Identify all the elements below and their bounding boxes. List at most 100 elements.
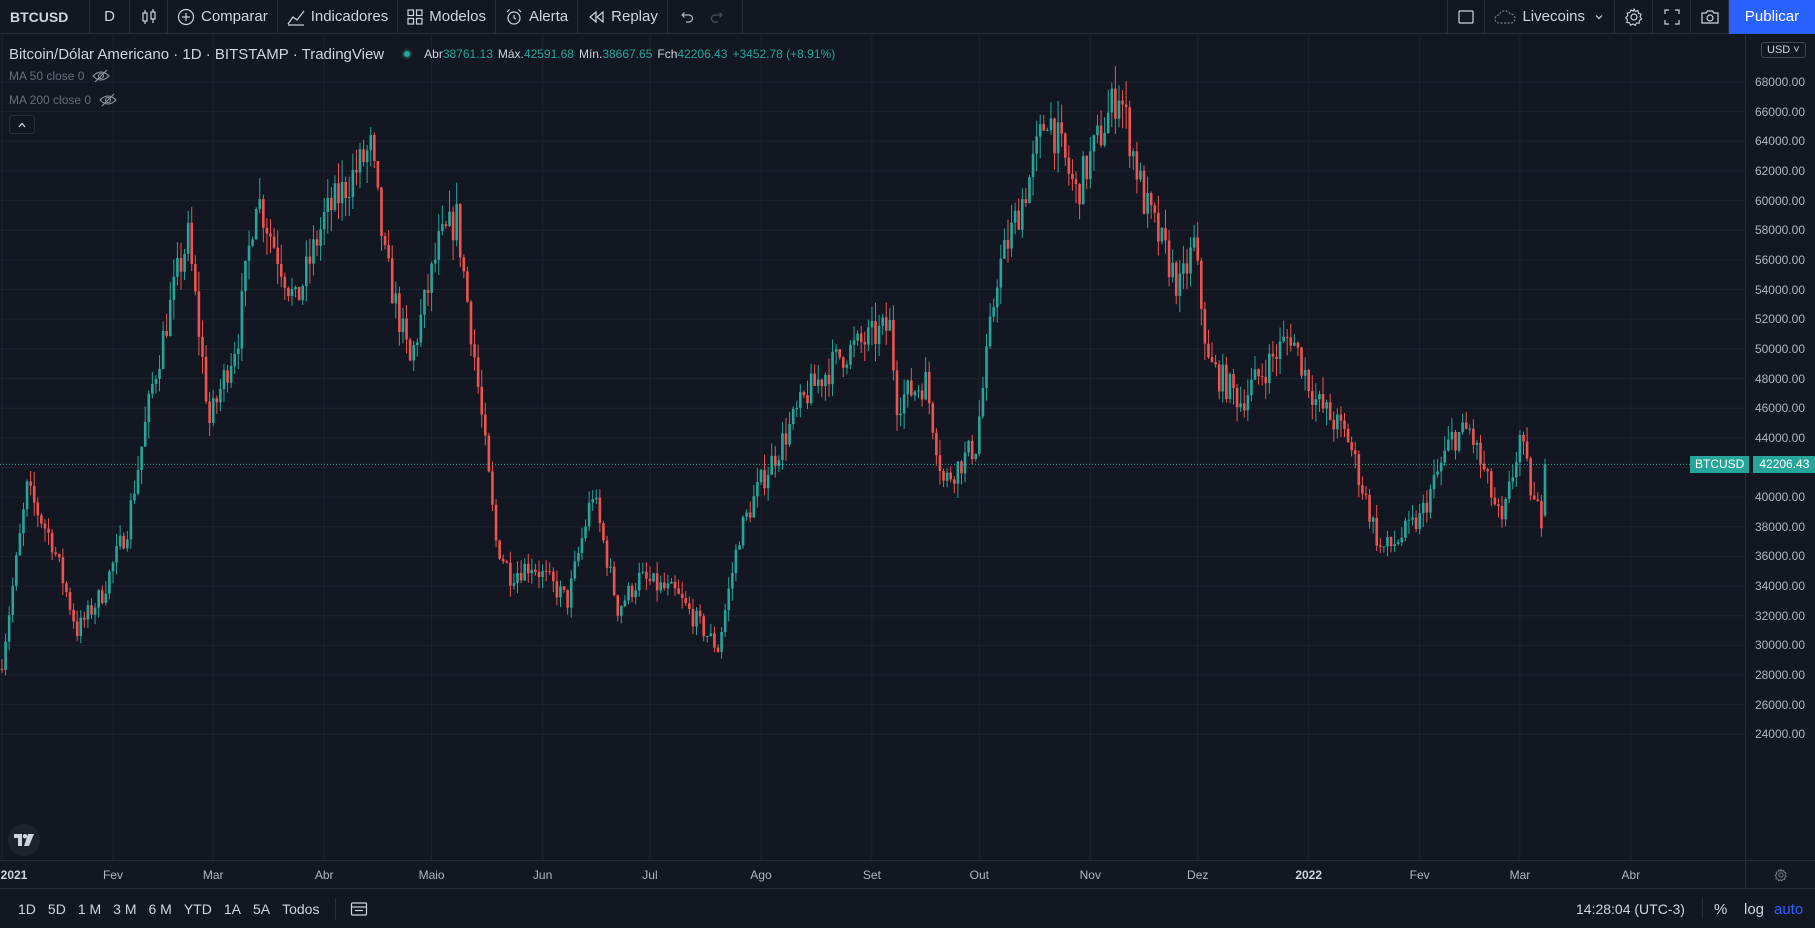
redo-icon[interactable] bbox=[710, 9, 726, 25]
candle-body bbox=[104, 593, 108, 603]
candle-body bbox=[1375, 517, 1379, 546]
calendar-range-icon[interactable] bbox=[350, 901, 368, 917]
range-button[interactable]: 1 M bbox=[77, 900, 102, 917]
candle-body bbox=[748, 512, 752, 518]
tradingview-logo[interactable] bbox=[8, 824, 40, 856]
candle-body bbox=[978, 416, 981, 454]
candle-body bbox=[663, 582, 666, 589]
interval-button[interactable]: D bbox=[90, 0, 130, 34]
candle-body bbox=[759, 469, 763, 483]
candle-body bbox=[1532, 495, 1536, 500]
candle-body bbox=[1364, 493, 1368, 495]
alert-button[interactable]: Alerta bbox=[496, 0, 579, 34]
range-button[interactable]: 5A bbox=[252, 900, 271, 917]
collapse-legend-button[interactable] bbox=[9, 115, 35, 134]
settings-button[interactable] bbox=[1615, 0, 1653, 34]
candle-body bbox=[194, 264, 197, 292]
candle-body bbox=[852, 340, 856, 345]
replay-button[interactable]: Replay bbox=[578, 0, 668, 34]
candle-body bbox=[1174, 262, 1178, 296]
square-icon bbox=[1458, 9, 1475, 24]
symbol-search-button[interactable]: BTCUSD bbox=[0, 0, 90, 34]
candle-body bbox=[641, 571, 645, 573]
candle-body bbox=[1063, 133, 1067, 158]
candle-body bbox=[29, 481, 32, 486]
templates-button[interactable]: Modelos bbox=[398, 0, 496, 34]
candle-body bbox=[1379, 545, 1382, 547]
range-button[interactable]: YTD bbox=[183, 900, 212, 917]
candle-body bbox=[25, 481, 29, 510]
ma200-legend[interactable]: MA 200 close 0 bbox=[9, 93, 117, 107]
timezone-clock[interactable]: 14:28:04 (UTC-3) bbox=[1576, 901, 1685, 917]
candle-body bbox=[294, 286, 297, 290]
candle-body bbox=[756, 482, 759, 497]
range-button[interactable]: 1A bbox=[223, 900, 241, 917]
candle-body bbox=[86, 605, 90, 620]
candle-body bbox=[731, 573, 734, 589]
indicators-button[interactable]: Indicadores bbox=[278, 0, 399, 34]
snapshot-button[interactable] bbox=[1691, 0, 1729, 34]
candle-body bbox=[1242, 403, 1246, 411]
auto-scale-toggle[interactable]: auto bbox=[1774, 901, 1804, 918]
market-status-dot[interactable] bbox=[402, 49, 413, 59]
candle-body bbox=[1540, 501, 1543, 529]
range-button[interactable]: 3 M bbox=[113, 900, 137, 917]
range-button[interactable]: 1D bbox=[18, 900, 36, 917]
price-tick: 50000.00 bbox=[1754, 341, 1805, 356]
candle-body bbox=[1157, 212, 1160, 242]
candle-body bbox=[1089, 151, 1092, 180]
candle-body bbox=[1310, 391, 1314, 406]
candle-body bbox=[501, 558, 505, 562]
fullscreen-button[interactable] bbox=[1653, 0, 1691, 34]
candle-body bbox=[236, 348, 240, 355]
candle-body bbox=[491, 471, 494, 505]
price-tick: 48000.00 bbox=[1754, 371, 1805, 386]
candle-body bbox=[1067, 157, 1071, 174]
price-axis[interactable]: 68000.00 66000.00 64000.00 62000.00 60000.00… bbox=[1745, 35, 1815, 860]
candle-body bbox=[927, 371, 931, 404]
candle-body bbox=[680, 593, 684, 599]
publish-button[interactable]: Publicar bbox=[1729, 0, 1815, 34]
log-scale-toggle[interactable]: log bbox=[1744, 901, 1765, 918]
layout-menu-button[interactable]: Livecoins bbox=[1485, 0, 1615, 34]
candle-body bbox=[458, 203, 462, 258]
range-button[interactable]: Todos bbox=[282, 900, 320, 917]
candle-body bbox=[290, 289, 294, 297]
candle-body bbox=[1343, 420, 1346, 429]
candle-body bbox=[258, 199, 262, 209]
candle-body bbox=[652, 573, 655, 582]
candle-body bbox=[1071, 173, 1074, 180]
candle-body bbox=[526, 563, 530, 574]
percent-scale-toggle[interactable]: % bbox=[1714, 901, 1728, 918]
candle-body bbox=[247, 245, 251, 261]
currency-selector[interactable]: USD ˅ bbox=[1761, 42, 1806, 58]
candle-body bbox=[1361, 485, 1364, 494]
candle-body bbox=[1146, 192, 1149, 214]
candle-body bbox=[1529, 458, 1532, 496]
range-button[interactable]: 6 M bbox=[148, 900, 172, 917]
eye-off-icon[interactable] bbox=[99, 93, 117, 107]
compare-button[interactable]: Comparar bbox=[168, 0, 278, 34]
chart-type-button[interactable] bbox=[130, 0, 168, 34]
fullscreen-layout-button[interactable] bbox=[1447, 0, 1486, 34]
candle-body bbox=[498, 540, 501, 559]
undo-icon[interactable] bbox=[678, 9, 694, 25]
candlestick-chart[interactable] bbox=[0, 35, 1745, 860]
time-axis[interactable]: 2021 Fev Mar Abr Maio Jun Jul Ago Set Out Nov Dez 20… bbox=[0, 860, 1745, 888]
candle-body bbox=[1432, 474, 1436, 490]
price-tick: 54000.00 bbox=[1754, 282, 1805, 297]
compare-label: Comparar bbox=[201, 8, 268, 25]
expand-icon bbox=[1663, 8, 1680, 25]
candle-body bbox=[1328, 402, 1332, 420]
eye-off-icon[interactable] bbox=[92, 69, 111, 83]
candle-body bbox=[534, 569, 537, 572]
range-button[interactable]: 5D bbox=[47, 900, 66, 917]
price-tick: 26000.00 bbox=[1754, 697, 1805, 712]
grid-icon bbox=[407, 8, 423, 25]
candle-body bbox=[1296, 342, 1300, 348]
bottom-divider bbox=[1702, 897, 1703, 919]
chart-pane[interactable] bbox=[0, 35, 1745, 860]
time-tick: Mar bbox=[1509, 868, 1531, 882]
axis-settings-button[interactable] bbox=[1745, 860, 1815, 888]
ma50-legend[interactable]: MA 50 close 0 bbox=[9, 69, 111, 83]
